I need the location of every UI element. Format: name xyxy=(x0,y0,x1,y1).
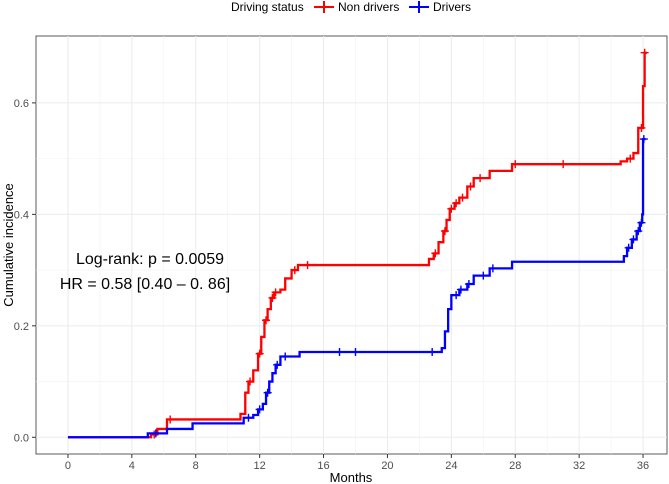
series-non-drivers xyxy=(67,48,649,439)
censor-mark xyxy=(440,227,449,236)
censor-mark xyxy=(639,135,648,144)
censor-mark xyxy=(464,280,473,289)
censor-mark xyxy=(452,199,461,208)
x-tick-label: 32 xyxy=(573,460,585,472)
censor-mark xyxy=(640,48,649,57)
x-tick-label: 4 xyxy=(129,460,135,472)
step-line-non-drivers xyxy=(67,51,648,439)
censor-mark xyxy=(466,182,475,191)
x-tick-label: 24 xyxy=(445,460,457,472)
censor-mark xyxy=(262,316,271,325)
censor-mark xyxy=(335,348,344,357)
censor-mark xyxy=(151,429,160,438)
censor-mark xyxy=(431,249,440,258)
x-tick-label: 12 xyxy=(254,460,266,472)
y-tick-label: 0.6 xyxy=(14,98,29,110)
legend-label-drivers: Drivers xyxy=(433,0,471,14)
y-tick-label: 0.0 xyxy=(14,432,29,444)
y-tick-label: 0.4 xyxy=(14,209,29,221)
y-axis-title: Cumulative incidence xyxy=(1,183,16,307)
censor-mark xyxy=(303,261,312,270)
censor-mark xyxy=(511,160,520,169)
series-layer xyxy=(67,48,649,439)
step-line-drivers xyxy=(67,137,646,439)
censor-mark xyxy=(166,415,175,424)
censor-mark xyxy=(351,348,360,357)
x-tick-label: 36 xyxy=(637,460,649,472)
grid xyxy=(36,36,667,454)
legend: Driving status Non drivers Drivers xyxy=(231,0,471,14)
censor-mark xyxy=(559,160,568,169)
x-tick-label: 28 xyxy=(509,460,521,472)
x-tick-label: 16 xyxy=(317,460,329,472)
censor-mark xyxy=(626,154,635,163)
censor-mark xyxy=(476,174,485,183)
censor-mark xyxy=(447,204,456,213)
legend-key-non-drivers xyxy=(314,1,334,13)
censor-mark xyxy=(281,352,290,361)
legend-label-non-drivers: Non drivers xyxy=(338,0,399,14)
censor-mark xyxy=(271,288,280,297)
censor-mark xyxy=(637,218,646,227)
censor-mark xyxy=(255,349,264,358)
x-tick-label: 0 xyxy=(65,460,71,472)
censor-mark xyxy=(488,264,497,273)
censor-mark xyxy=(634,227,643,236)
censor-mark xyxy=(263,388,272,397)
x-axis-title: Months xyxy=(330,470,373,484)
axes: 0 4 8 12 16 20 24 28 32 36 0.0 0.2 0.4 0.6 xyxy=(14,98,649,472)
y-tick-label: 0.2 xyxy=(14,321,29,333)
censor-mark xyxy=(428,348,437,357)
censor-mark xyxy=(452,291,461,300)
censor-mark xyxy=(629,235,638,244)
x-tick-label: 20 xyxy=(381,460,393,472)
hazard-ratio-annotation: HR = 0.58 [0.40 – 0. 86] xyxy=(60,276,230,293)
censor-mark xyxy=(268,293,277,302)
x-tick-label: 8 xyxy=(193,460,199,472)
censor-mark xyxy=(458,193,467,202)
censor-mark xyxy=(246,377,255,386)
censor-mark xyxy=(637,123,646,132)
legend-title: Driving status xyxy=(231,0,304,14)
censor-mark xyxy=(244,413,253,422)
censor-mark xyxy=(479,271,488,280)
censor-mark xyxy=(290,266,299,275)
censor-mark xyxy=(273,360,282,369)
plot-panel xyxy=(35,35,668,455)
logrank-annotation: Log-rank: p = 0.0059 xyxy=(76,251,224,268)
censor-mark xyxy=(624,243,633,252)
legend-key-drivers xyxy=(409,1,429,13)
series-drivers xyxy=(67,135,648,439)
censor-mark xyxy=(456,285,465,294)
censor-mark xyxy=(255,405,264,414)
